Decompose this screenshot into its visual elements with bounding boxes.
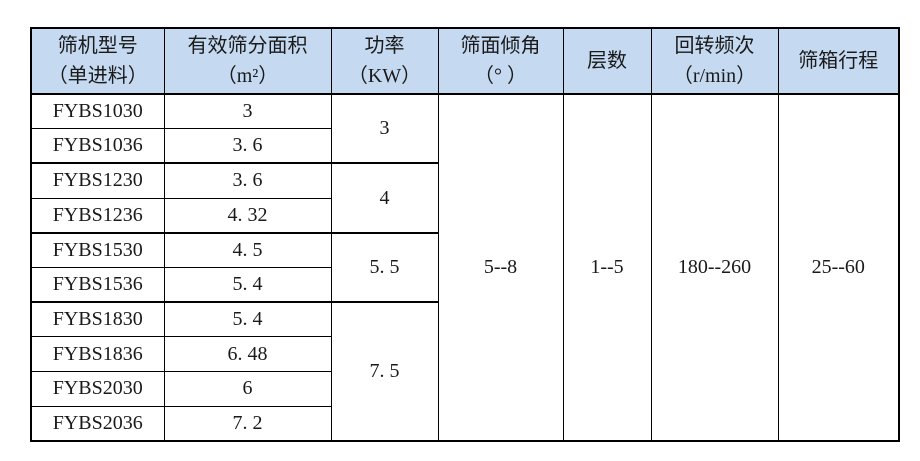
merged-layers-cell: 1--5	[562, 93, 652, 442]
header-layers-title: 层数	[587, 50, 627, 72]
area-cell: 6	[163, 371, 332, 407]
table-row: FYBS2030 6	[30, 371, 899, 407]
header-model-subtitle: （单进料）	[47, 65, 148, 87]
header-incline: 筛面倾角 （° ）	[437, 27, 564, 95]
model-cell: FYBS1230	[30, 162, 165, 199]
area-cell: 4. 32	[163, 197, 332, 234]
model-cell: FYBS1036	[30, 128, 165, 165]
area-cell: 3	[163, 93, 332, 130]
header-incline-title: 筛面倾角	[460, 35, 541, 57]
table-row: FYBS1530 4. 5 5. 5	[30, 232, 899, 304]
area-cell: 7. 2	[163, 405, 332, 442]
power-cell: 7. 5	[330, 301, 439, 442]
header-frequency-title: 回转频次	[674, 35, 755, 57]
spec-table: 筛机型号 （单进料） 有效筛分面积 （m²） 功率 （KW） 筛面倾角 （° ）…	[30, 27, 900, 442]
area-cell: 6. 48	[163, 336, 332, 372]
area-cell: 4. 5	[163, 232, 332, 268]
power-cell: 3	[330, 93, 439, 165]
header-area-title: 有效筛分面积	[187, 35, 308, 57]
table-row: FYBS1830 5. 4 7. 5	[30, 301, 899, 442]
table-row: FYBS1030 3 3 5--8 1--5 180--260 25--60	[30, 93, 900, 442]
header-power: 功率 （KW）	[330, 27, 439, 95]
header-frequency-subtitle: （r/min）	[672, 65, 757, 87]
header-model: 筛机型号 （单进料）	[30, 27, 165, 95]
header-frequency: 回转频次 （r/min）	[650, 27, 779, 95]
header-power-subtitle: （KW）	[347, 65, 422, 87]
header-stroke: 筛箱行程	[777, 27, 900, 95]
model-cell: FYBS2036	[30, 405, 165, 442]
header-area: 有效筛分面积 （m²）	[163, 27, 332, 95]
merged-frequency-cell: 180--260	[650, 93, 779, 442]
merged-stroke-cell: 25--60	[777, 93, 900, 442]
power-cell: 4	[330, 162, 439, 234]
area-cell: 5. 4	[163, 301, 332, 338]
model-cell: FYBS1536	[30, 266, 165, 304]
header-row: 筛机型号 （单进料） 有效筛分面积 （m²） 功率 （KW） 筛面倾角 （° ）…	[30, 27, 900, 95]
model-cell: FYBS1030	[30, 93, 165, 130]
merged-incline-cell: 5--8	[437, 93, 564, 442]
table-row: FYBS1230 3. 6 4	[30, 162, 899, 234]
power-cell: 5. 5	[330, 232, 439, 304]
header-stroke-title: 筛箱行程	[798, 50, 879, 72]
header-area-subtitle: （m²）	[216, 65, 279, 87]
header-incline-subtitle: （° ）	[474, 65, 527, 87]
model-cell: FYBS1236	[30, 197, 165, 234]
table-row: FYBS1536 5. 4	[30, 266, 899, 304]
table-row: FYBS1836 6. 48	[30, 336, 899, 372]
table-row: FYBS1236 4. 32	[30, 197, 899, 234]
table-row: FYBS2036 7. 2	[30, 405, 899, 442]
header-model-title: 筛机型号	[57, 35, 138, 57]
model-cell: FYBS1530	[30, 232, 165, 268]
header-power-title: 功率	[364, 35, 405, 57]
area-cell: 3. 6	[163, 162, 332, 199]
table-row: FYBS1036 3. 6	[30, 128, 899, 165]
model-cell: FYBS1836	[30, 336, 165, 372]
header-layers: 层数	[562, 27, 652, 95]
model-cell: FYBS1830	[30, 301, 165, 338]
area-cell: 3. 6	[163, 128, 332, 165]
model-cell: FYBS2030	[30, 371, 165, 407]
area-cell: 5. 4	[163, 266, 332, 304]
